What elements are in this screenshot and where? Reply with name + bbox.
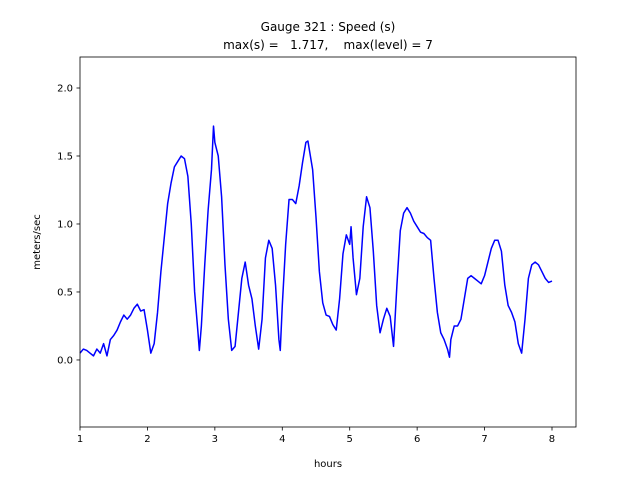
x-tick-label: 7 xyxy=(481,434,487,445)
x-tick-label: 3 xyxy=(212,434,218,445)
x-tick-label: 8 xyxy=(549,434,555,445)
y-axis-label: meters/sec xyxy=(32,214,43,270)
chart-subtitle: max(s) = 1.717, max(level) = 7 xyxy=(223,38,433,52)
x-tick-label: 6 xyxy=(414,434,420,445)
y-tick-label: 0.5 xyxy=(57,287,73,298)
plot-frame xyxy=(79,56,577,428)
x-tick-label: 2 xyxy=(144,434,150,445)
x-axis-label: hours xyxy=(314,459,342,470)
y-tick-label: 1.0 xyxy=(57,219,73,230)
x-tick-label: 1 xyxy=(77,434,83,445)
chart-title: Gauge 321 : Speed (s) xyxy=(261,20,396,34)
y-tick-label: 0.0 xyxy=(57,355,73,366)
y-tick-label: 1.5 xyxy=(57,151,73,162)
x-tick-label: 4 xyxy=(279,434,285,445)
data-line xyxy=(79,125,553,358)
x-tick-label: 5 xyxy=(347,434,353,445)
y-tick-label: 2.0 xyxy=(57,84,73,95)
